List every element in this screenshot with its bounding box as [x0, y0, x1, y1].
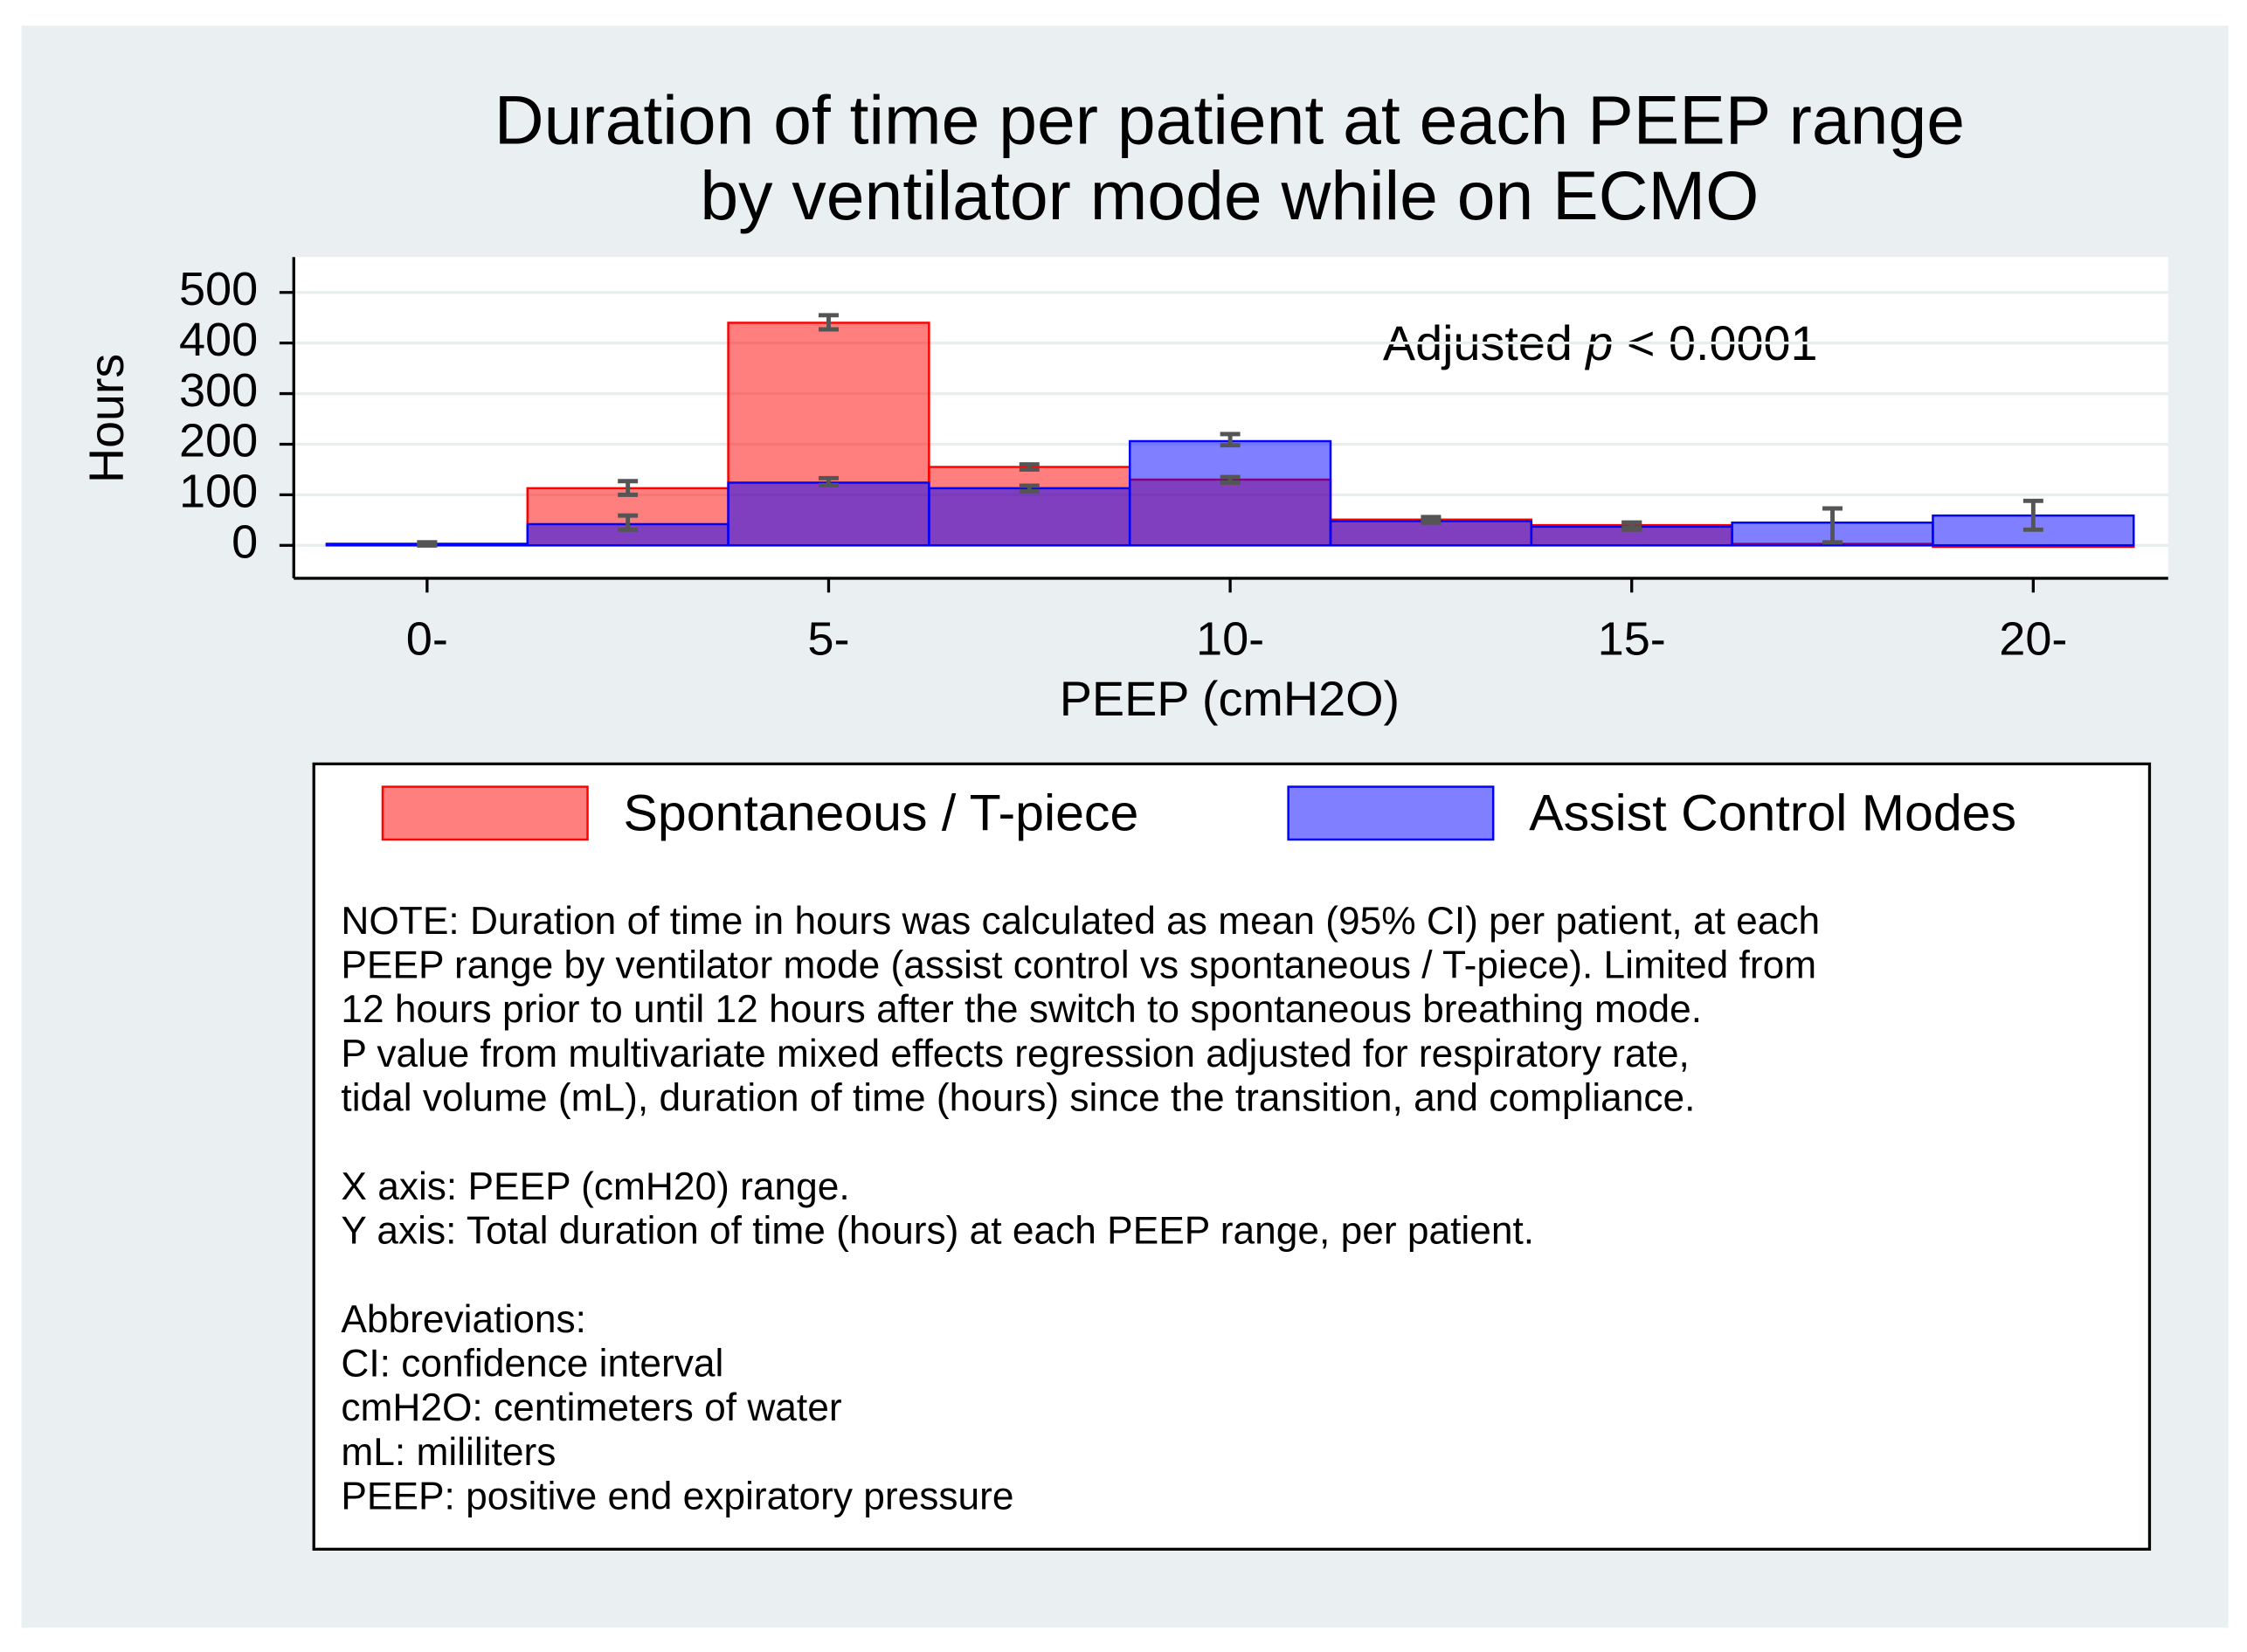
- error-bar: [818, 313, 839, 332]
- error-bar: [618, 513, 639, 532]
- error-bar: [1019, 483, 1040, 494]
- x-tick-label: 15-: [1598, 613, 1666, 666]
- bar: [928, 487, 1131, 547]
- note-line: tidal volume (mL), duration of time (hou…: [341, 1077, 1695, 1120]
- y-tick-label: 300: [179, 364, 258, 417]
- note-line: mL: mililiters: [341, 1431, 556, 1474]
- note-line: PEEP: positive end expiratory pressure: [341, 1476, 1013, 1518]
- note-line: cmH2O: centimeters of water: [341, 1386, 841, 1429]
- legend-label: Assist Control Modes: [1529, 785, 2016, 842]
- error-bar: [1220, 474, 1241, 485]
- error-bar: [1621, 520, 1642, 532]
- bars: [325, 321, 2135, 549]
- y-axis-label: Hours: [80, 354, 134, 483]
- bar: [727, 481, 930, 547]
- error-bar: [1019, 462, 1040, 472]
- error-bar: [1220, 432, 1241, 448]
- y-tick-label: 100: [179, 466, 258, 518]
- error-bar: [2022, 498, 2043, 532]
- error-bar: [1822, 506, 1843, 545]
- legend-swatch: [1287, 785, 1495, 841]
- y-tick-label: 200: [179, 415, 258, 467]
- error-bar: [818, 475, 839, 487]
- y-tick-label: 400: [179, 314, 258, 366]
- x-axis-label: PEEP (cmH2O): [1060, 672, 1400, 726]
- error-bar: [1421, 516, 1442, 525]
- legend-swatch: [381, 785, 589, 841]
- bar: [1128, 439, 1332, 547]
- note-line: NOTE: Duration of time in hours was calc…: [341, 900, 1820, 943]
- chart-title: by ventilator mode while on ECMO: [700, 157, 1759, 234]
- x-tick-label: 0-: [406, 613, 448, 666]
- note-line: P value from multivariate mixed effects …: [341, 1033, 1689, 1075]
- x-tick-label: 5-: [807, 613, 849, 666]
- y-tick-label: 500: [179, 263, 258, 315]
- y-tick-label: 0: [232, 516, 258, 569]
- error-bar: [618, 479, 639, 497]
- note-line: Y axis: Total duration of time (hours) a…: [341, 1210, 1534, 1253]
- note-line: Abbreviations:: [341, 1298, 586, 1341]
- legend-box: [312, 762, 2152, 1551]
- x-tick-label: 10-: [1196, 613, 1264, 666]
- note-line: 12 hours prior to until 12 hours after t…: [341, 988, 1702, 1031]
- legend-label: Spontaneous / T-piece: [624, 785, 1139, 842]
- chart-title: Duration of time per patient at each PEE…: [494, 82, 1965, 159]
- x-tick-label: 20-: [1999, 613, 2067, 666]
- error-bar: [417, 540, 438, 548]
- note-line: CI: confidence interval: [341, 1343, 723, 1386]
- note-line: X axis: PEEP (cmH20) range.: [341, 1165, 849, 1208]
- note-line: PEEP range by ventilator mode (assist co…: [341, 944, 1816, 987]
